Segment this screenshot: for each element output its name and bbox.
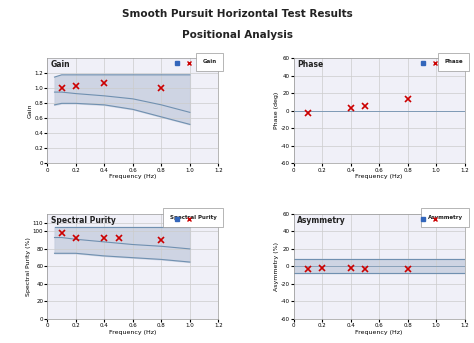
Text: Positional Analysis: Positional Analysis: [182, 30, 292, 40]
Y-axis label: Spectral Purity (%): Spectral Purity (%): [27, 237, 31, 296]
Y-axis label: Phase (deg): Phase (deg): [274, 92, 279, 130]
X-axis label: Frequency (Hz): Frequency (Hz): [109, 174, 156, 179]
Text: Smooth Pursuit Horizontal Test Results: Smooth Pursuit Horizontal Test Results: [122, 9, 352, 19]
Y-axis label: Asymmetry (%): Asymmetry (%): [274, 242, 279, 291]
Text: Gain: Gain: [202, 59, 217, 64]
X-axis label: Frequency (Hz): Frequency (Hz): [356, 174, 403, 179]
Text: Phase: Phase: [297, 60, 323, 69]
Text: Spectral Purity: Spectral Purity: [51, 216, 116, 225]
Text: Asymmetry: Asymmetry: [428, 215, 463, 220]
Y-axis label: Gain: Gain: [28, 104, 33, 118]
Text: Asymmetry: Asymmetry: [297, 216, 346, 225]
Text: Phase: Phase: [444, 59, 463, 64]
X-axis label: Frequency (Hz): Frequency (Hz): [356, 330, 403, 334]
Bar: [293, 259, 465, 273]
Text: Gain: Gain: [51, 60, 71, 69]
X-axis label: Frequency (Hz): Frequency (Hz): [109, 330, 156, 334]
Text: Spectral Purity: Spectral Purity: [170, 215, 217, 220]
